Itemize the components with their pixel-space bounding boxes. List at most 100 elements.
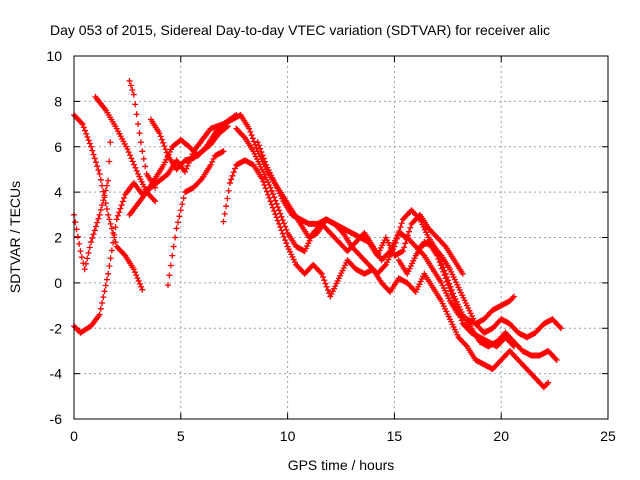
data-point — [170, 243, 177, 250]
data-point — [99, 299, 106, 306]
series-sat-n — [417, 239, 518, 350]
data-point — [448, 291, 455, 298]
data-point — [210, 155, 217, 162]
data-point — [182, 168, 189, 175]
data-point — [223, 124, 230, 131]
data-point — [457, 314, 464, 321]
data-point — [437, 262, 444, 269]
data-point — [105, 270, 112, 277]
data-point — [132, 101, 139, 108]
data-point — [79, 121, 86, 128]
data-point — [103, 182, 110, 189]
data-point — [77, 248, 84, 255]
data-point — [511, 293, 518, 300]
data-point — [133, 272, 140, 279]
data-point — [102, 282, 109, 289]
data-point — [273, 200, 280, 207]
data-point — [183, 165, 190, 172]
data-point — [280, 233, 287, 240]
data-point — [272, 197, 279, 204]
data-point — [449, 294, 456, 301]
data-point — [440, 268, 447, 275]
data-point — [179, 201, 186, 208]
data-point — [452, 301, 459, 308]
series-sat-e — [126, 77, 159, 191]
data-point — [462, 342, 469, 349]
data-point — [451, 298, 458, 305]
data-point — [81, 266, 88, 273]
data-point — [319, 274, 326, 281]
data-point — [92, 159, 99, 166]
y-tick-label: 10 — [46, 48, 62, 64]
data-point — [95, 167, 102, 174]
data-point — [130, 266, 137, 273]
x-tick-label: 15 — [387, 428, 403, 444]
data-point — [105, 211, 112, 218]
data-point — [126, 77, 133, 84]
y-tick-label: -4 — [50, 366, 63, 382]
data-point — [119, 198, 126, 205]
data-point — [150, 196, 157, 203]
data-point — [224, 123, 231, 130]
series-sat-b — [71, 139, 114, 273]
data-point — [402, 240, 409, 247]
data-point — [445, 281, 452, 288]
data-point — [209, 158, 216, 165]
data-point — [399, 248, 406, 255]
data-point — [283, 226, 290, 233]
data-point — [268, 187, 275, 194]
data-point — [78, 254, 85, 261]
x-tick-label: 25 — [600, 428, 616, 444]
data-point — [279, 216, 286, 223]
data-point — [96, 211, 103, 218]
data-point — [137, 139, 144, 146]
data-point — [136, 280, 143, 287]
data-point — [91, 227, 98, 234]
data-point — [224, 195, 231, 202]
data-point — [162, 146, 169, 153]
data-point — [240, 133, 247, 140]
data-point — [74, 233, 81, 240]
data-point — [129, 158, 136, 165]
data-point — [84, 255, 91, 262]
data-point — [228, 176, 235, 183]
data-point — [102, 187, 109, 194]
data-point — [156, 130, 163, 137]
data-point — [552, 355, 559, 362]
data-point — [163, 149, 170, 156]
data-point — [86, 244, 93, 251]
data-point — [278, 213, 285, 220]
data-point — [84, 134, 91, 141]
data-point — [407, 224, 414, 231]
data-point — [197, 176, 204, 183]
series-sat-d — [92, 93, 159, 205]
data-point — [258, 175, 265, 182]
y-tick-label: -2 — [50, 320, 63, 336]
data-point — [85, 137, 92, 144]
x-axis-title: GPS time / hours — [288, 457, 395, 473]
data-point — [89, 147, 96, 154]
data-point — [436, 259, 443, 266]
data-point — [177, 207, 184, 214]
data-point — [127, 152, 134, 159]
data-point — [260, 155, 267, 162]
data-point — [134, 275, 141, 282]
data-point — [117, 205, 124, 212]
grid — [74, 56, 608, 419]
data-point — [271, 194, 278, 201]
data-point — [220, 148, 227, 155]
data-point — [322, 280, 329, 287]
data-point — [96, 170, 103, 177]
data-point — [103, 276, 110, 283]
data-point — [456, 310, 463, 317]
data-point — [108, 247, 115, 254]
data-point — [81, 127, 88, 134]
data-point — [133, 167, 140, 174]
data-point — [82, 260, 89, 267]
data-point — [118, 202, 125, 209]
data-point — [207, 161, 214, 168]
data-point — [167, 262, 174, 269]
data-point — [142, 163, 149, 170]
data-point — [439, 265, 446, 272]
data-point — [173, 225, 180, 232]
